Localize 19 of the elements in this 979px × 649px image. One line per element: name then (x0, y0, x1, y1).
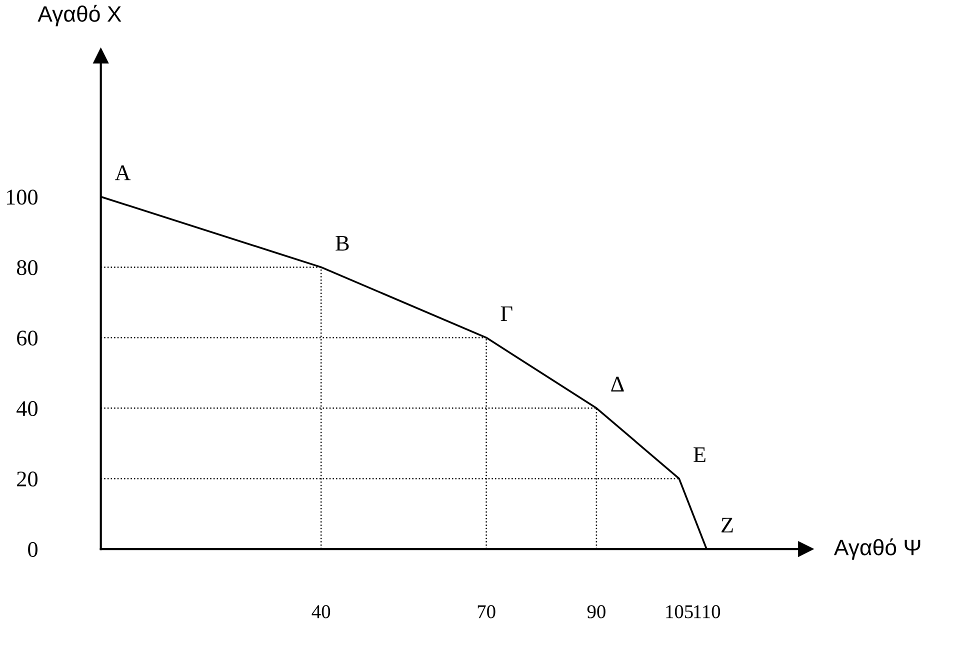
annotation: Δ (611, 376, 624, 392)
annotation: Γ (500, 306, 512, 321)
y-tick-label: 100 (6, 190, 38, 205)
x-tick-label: 40 (312, 605, 330, 618)
x-tick-label: 110 (694, 605, 720, 618)
y-axis-title: Αγαθό Χ (38, 4, 122, 26)
x-tick-label: 70 (478, 605, 496, 618)
x-tick-label: 105 (666, 605, 693, 618)
annotation: B (336, 236, 349, 251)
annotation: E (694, 447, 706, 462)
annotation: Z (722, 518, 733, 532)
y-tick-label: 40 (16, 401, 38, 416)
y-tick-label: 80 (16, 260, 38, 276)
y-tick-label: 60 (17, 330, 38, 346)
x-axis-title: Αγαθό Ψ (834, 538, 920, 560)
y-tick-label: 20 (17, 472, 38, 487)
annotation: A (114, 165, 131, 180)
x-tick-label: 90 (587, 605, 606, 618)
y-tick-label: 0 (28, 542, 38, 557)
